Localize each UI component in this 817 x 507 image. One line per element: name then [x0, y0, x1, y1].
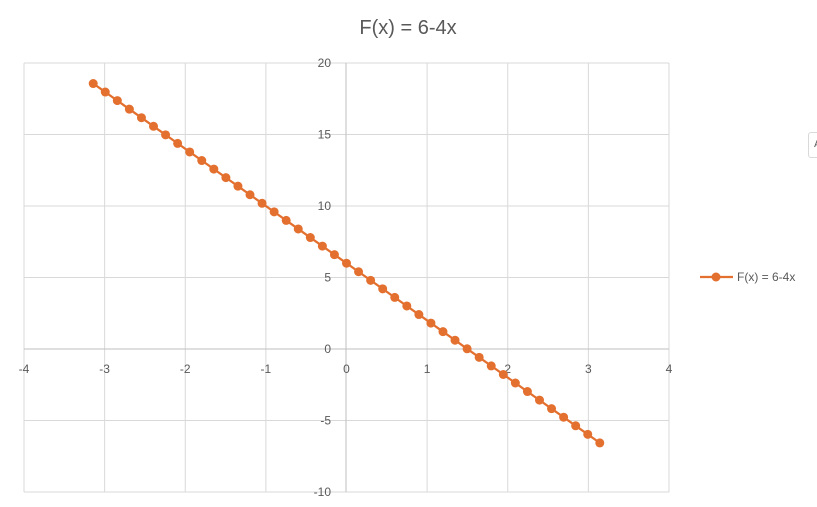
data-point [571, 421, 581, 431]
data-point [583, 429, 593, 439]
panel-tab-glyph: A [814, 140, 817, 150]
x-tick-label: 1 [424, 362, 431, 376]
data-point [486, 361, 496, 371]
data-point [414, 310, 424, 320]
data-point [390, 292, 400, 302]
y-tick-label: 5 [324, 271, 331, 285]
data-point [161, 130, 171, 140]
legend-label: F(x) = 6-4x [737, 270, 795, 284]
data-point [173, 138, 183, 148]
data-point [136, 113, 146, 123]
data-point [534, 395, 544, 405]
data-point [474, 352, 484, 362]
data-point [402, 301, 412, 311]
data-point [378, 284, 388, 294]
data-point [498, 369, 508, 379]
data-point [221, 173, 231, 183]
chart-title: F(x) = 6-4x [359, 17, 456, 39]
y-tick-label: 15 [318, 128, 332, 142]
data-point [329, 250, 339, 260]
data-point [547, 404, 557, 414]
legend-marker [711, 272, 721, 282]
data-point [269, 207, 279, 217]
data-point [438, 327, 448, 337]
data-point [149, 121, 159, 131]
data-point [366, 275, 376, 285]
y-tick-label: 0 [324, 342, 331, 356]
data-point [245, 190, 255, 200]
data-point [185, 147, 195, 157]
x-tick-label: 0 [343, 362, 350, 376]
data-point [522, 387, 532, 397]
data-point [354, 267, 364, 277]
data-point [233, 181, 243, 191]
plot-series [88, 79, 605, 448]
y-tick-label: -10 [314, 485, 332, 499]
x-tick-label: 3 [585, 362, 592, 376]
x-tick-label: 2 [504, 362, 511, 376]
data-point [257, 198, 267, 208]
data-point [559, 412, 569, 422]
data-point [450, 335, 460, 345]
data-point [426, 318, 436, 328]
data-point [462, 344, 472, 354]
data-point [281, 215, 291, 225]
collapsed-panel-tab[interactable]: A [808, 132, 817, 158]
x-tick-label: -2 [180, 362, 191, 376]
x-tick-label: -1 [261, 362, 272, 376]
x-tick-label: -3 [99, 362, 110, 376]
legend: F(x) = 6-4x [700, 270, 795, 284]
data-point [124, 104, 134, 114]
data-point [88, 79, 98, 89]
data-point [342, 258, 351, 268]
data-point [510, 378, 520, 388]
data-point [209, 164, 219, 174]
data-point [197, 156, 207, 166]
data-point [100, 87, 110, 97]
data-point [293, 224, 303, 234]
data-point [305, 233, 315, 243]
y-tick-label: -5 [320, 414, 331, 428]
x-tick-label: -4 [19, 362, 30, 376]
axes [24, 63, 669, 492]
data-point [112, 96, 122, 106]
y-tick-label: 20 [318, 56, 332, 70]
data-point [317, 241, 327, 251]
x-tick-label: 4 [666, 362, 673, 376]
data-point [595, 438, 605, 448]
y-tick-label: 10 [318, 199, 332, 213]
